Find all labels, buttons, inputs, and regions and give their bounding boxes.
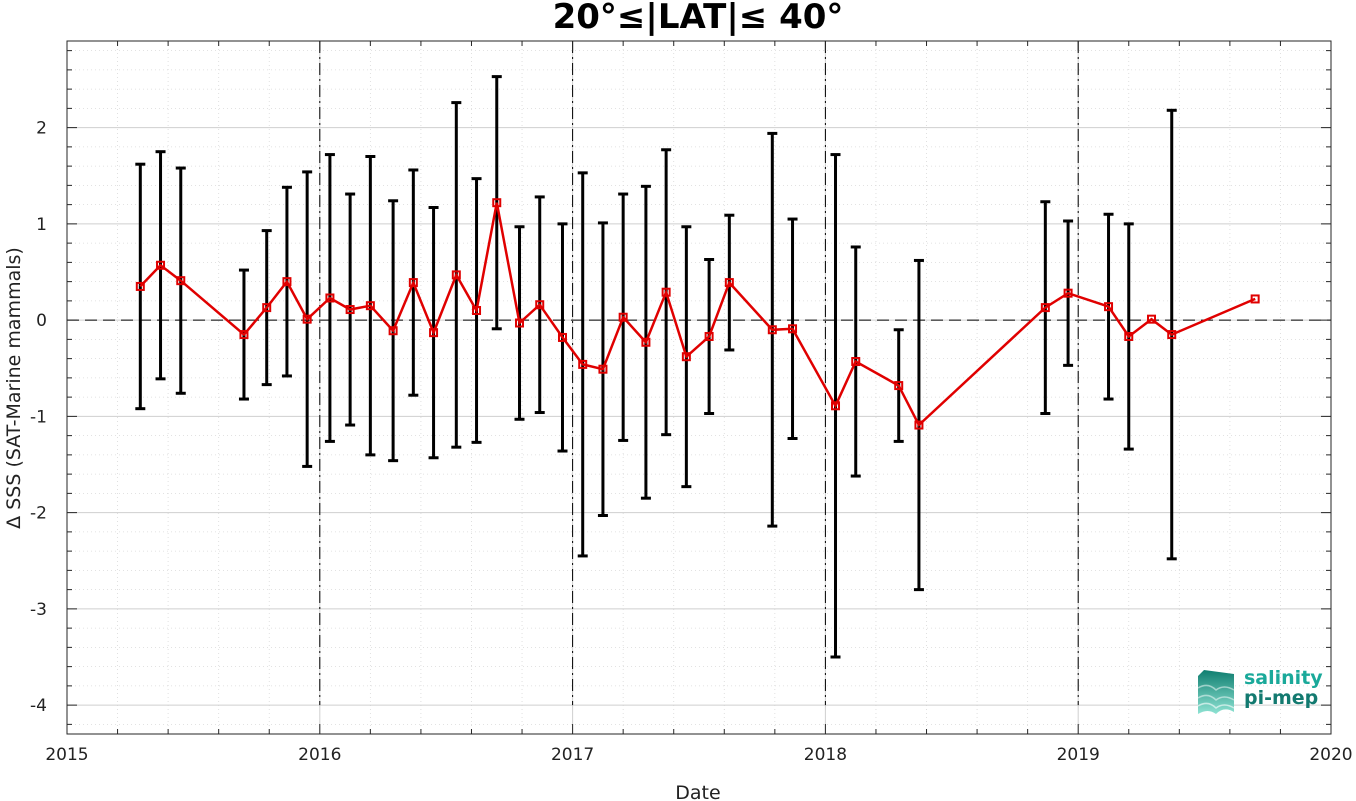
data-point (767, 325, 777, 335)
chart-title: 20°≤|LAT|≤ 40° (553, 0, 844, 37)
year-boundary-lines (319, 41, 1079, 706)
data-point (1104, 302, 1114, 312)
data-point (704, 331, 714, 341)
data-point (472, 306, 482, 315)
x-axis-label: Date (675, 782, 720, 801)
data-point (641, 337, 651, 347)
wave-logo-icon (1197, 670, 1235, 714)
data-point (661, 287, 671, 297)
data-point (515, 318, 525, 328)
y-tick-label: -2 (30, 504, 47, 524)
data-point (1167, 330, 1177, 340)
data-point (788, 324, 798, 334)
data-point (578, 359, 588, 369)
data-point (408, 278, 418, 288)
logo-line-1: salinity (1244, 667, 1323, 689)
x-tick-label: 2015 (45, 745, 88, 765)
x-tick-labels: 2015 2016 2017 2018 2019 2020 (45, 745, 1352, 765)
axis-ticks (66, 41, 1332, 734)
data-point (851, 357, 861, 367)
data-point (831, 401, 841, 411)
data-point (429, 328, 439, 338)
x-tick-label: 2019 (1057, 745, 1100, 765)
x-tick-label: 2016 (298, 745, 341, 765)
data-point (282, 277, 292, 287)
data-point (724, 278, 734, 288)
logo-line-2: pi-mep (1244, 687, 1319, 709)
plot-frame (66, 40, 1332, 735)
grid-minor (67, 41, 1331, 734)
data-point (914, 420, 924, 430)
data-point (345, 305, 355, 315)
x-tick-label: 2018 (804, 745, 847, 765)
y-tick-label: -1 (30, 407, 47, 427)
data-point (894, 381, 904, 391)
error-bars (135, 75, 1177, 659)
data-point (681, 352, 691, 362)
data-point (492, 198, 502, 208)
x-tick-label: 2017 (551, 745, 594, 765)
data-point (618, 312, 628, 322)
y-tick-label: 1 (36, 215, 47, 235)
y-axis-label: Δ SSS (SAT-Marine mammals) (3, 247, 25, 529)
y-tick-label: 2 (36, 119, 47, 139)
data-point (1147, 314, 1157, 324)
data-point (557, 332, 567, 342)
data-point (451, 270, 461, 280)
salinity-pi-mep-logo: salinity pi-mep (1194, 666, 1334, 720)
grid-major (66, 41, 1332, 734)
data-point (365, 301, 375, 311)
data-point (135, 281, 145, 291)
x-tick-label: 2020 (1309, 745, 1352, 765)
data-point (1250, 294, 1260, 304)
y-tick-label: -3 (30, 600, 47, 620)
data-point (176, 276, 186, 286)
data-point (1124, 331, 1134, 341)
data-point (1063, 288, 1073, 298)
data-point (239, 330, 249, 340)
data-markers (135, 198, 1260, 430)
y-tick-label: -4 (30, 696, 47, 716)
data-point (156, 260, 166, 270)
y-tick-label: 0 (36, 311, 47, 331)
data-point (325, 293, 335, 303)
data-point (535, 300, 545, 310)
data-point (1040, 303, 1050, 313)
data-point (262, 303, 272, 313)
data-point (598, 364, 608, 374)
data-point (302, 314, 312, 324)
data-point (388, 326, 398, 336)
series-line (139, 202, 1256, 428)
y-tick-labels: -4 -3 -2 -1 0 1 2 (30, 119, 47, 717)
